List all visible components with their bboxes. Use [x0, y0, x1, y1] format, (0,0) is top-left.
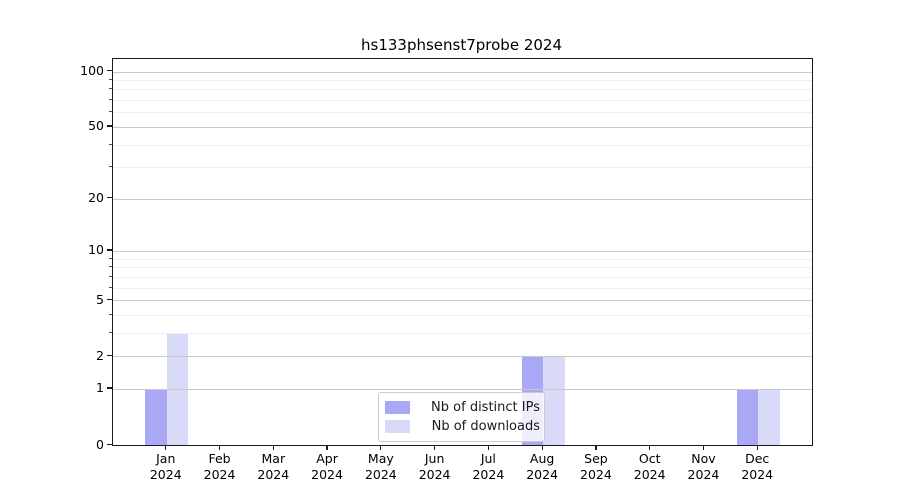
y-tick-label: 20 [88, 190, 104, 206]
x-tick-label: Jul 2024 [472, 451, 505, 482]
x-tick-label: Jun 2024 [418, 451, 451, 482]
y-tick-label: 0 [96, 436, 104, 452]
minor-gridline [113, 89, 812, 91]
x-tick-label: Aug 2024 [526, 451, 559, 482]
x-tick-label: Dec 2024 [741, 451, 774, 482]
minor-gridline [113, 167, 812, 169]
x-tick-label: Nov 2024 [687, 451, 720, 482]
grid-layer [113, 59, 812, 445]
major-gridline [113, 388, 812, 390]
x-tick-label: May 2024 [364, 451, 397, 482]
major-gridline [113, 126, 812, 128]
y-tick-label: 50 [88, 118, 104, 134]
y-tick-label: 2 [96, 347, 104, 363]
y-tick-label: 100 [80, 63, 104, 79]
bar-distinct-ips-dec [736, 388, 759, 445]
x-tick-label: Mar 2024 [257, 451, 290, 482]
plot-area [112, 58, 813, 446]
y-tick-label: 1 [96, 380, 104, 396]
bar-downloads-dec [758, 388, 780, 445]
x-tick-label: Jan 2024 [149, 451, 182, 482]
legend-item-distinct-ips: Nb of distinct IPs [379, 398, 544, 417]
minor-gridline [113, 267, 812, 269]
chart-title: hs133phsenst7probe 2024 [361, 36, 562, 54]
minor-gridline [113, 112, 812, 114]
x-tick-label: Apr 2024 [311, 451, 343, 482]
x-tick-label: Feb 2024 [203, 451, 236, 482]
minor-gridline [113, 80, 812, 82]
legend: Nb of distinct IPs Nb of downloads [378, 392, 545, 442]
bar-distinct-ips-jan [145, 388, 167, 445]
minor-gridline [113, 314, 812, 316]
minor-gridline [113, 144, 812, 146]
major-gridline [113, 356, 812, 358]
downloads-swatch [385, 420, 410, 433]
major-gridline [113, 71, 812, 73]
legend-item-downloads: Nb of downloads [379, 417, 544, 436]
major-gridline [113, 300, 812, 302]
minor-gridline [113, 276, 812, 278]
minor-gridline [113, 100, 812, 102]
major-gridline [113, 250, 812, 252]
minor-gridline [113, 258, 812, 260]
minor-gridline [113, 287, 812, 289]
distinct-ips-swatch [385, 401, 410, 414]
x-tick-label: Oct 2024 [633, 451, 666, 482]
x-tick-label: Sep 2024 [580, 451, 612, 482]
major-gridline [113, 198, 812, 200]
minor-gridline [113, 332, 812, 334]
bar-downloads-aug [543, 356, 565, 445]
y-tick-label: 10 [88, 242, 104, 258]
legend-label-downloads: Nb of downloads [431, 419, 540, 434]
y-tick-label: 5 [96, 291, 104, 307]
legend-label-distinct-ips: Nb of distinct IPs [431, 400, 540, 415]
